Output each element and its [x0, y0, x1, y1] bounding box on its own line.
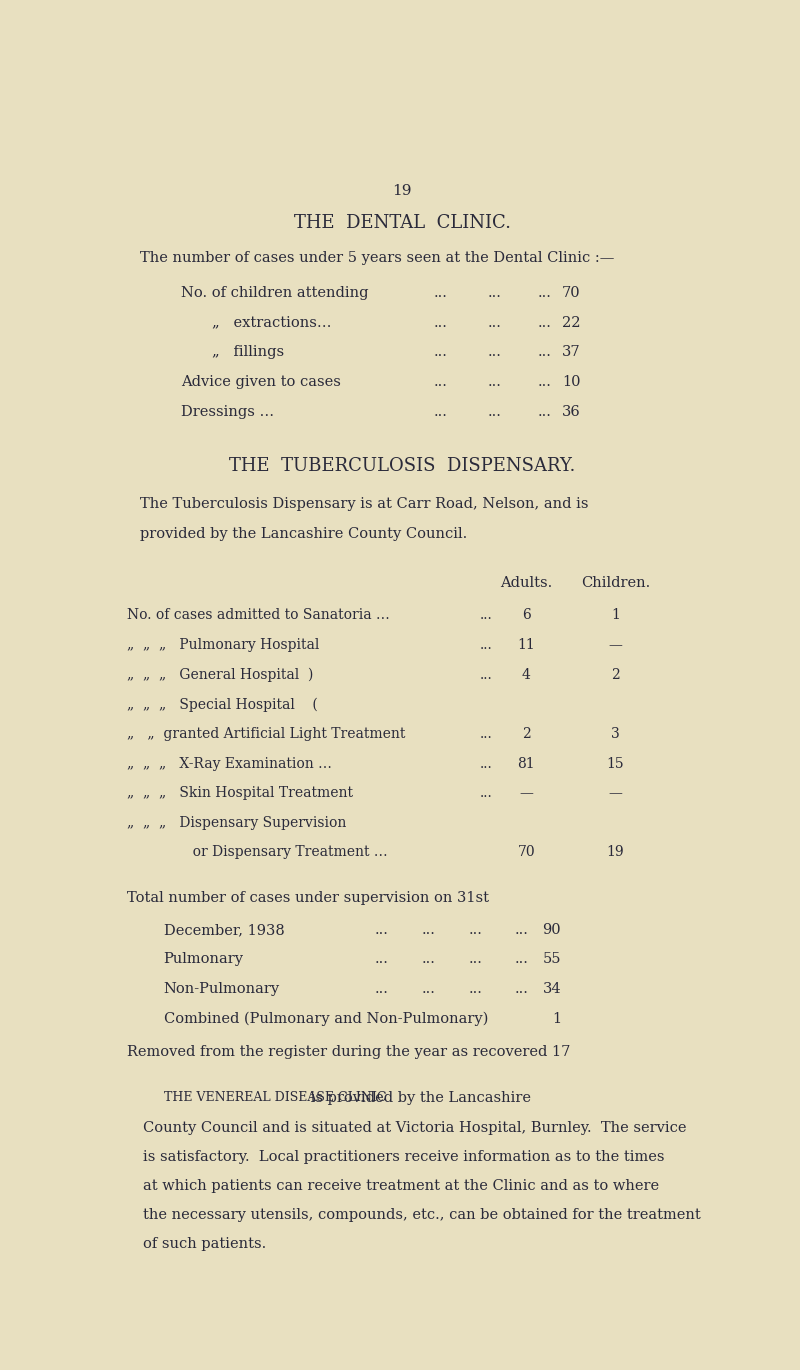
- Text: ...: ...: [422, 982, 435, 996]
- Text: —: —: [519, 786, 533, 800]
- Text: ...: ...: [487, 315, 502, 330]
- Text: 10: 10: [562, 375, 581, 389]
- Text: 55: 55: [542, 952, 561, 966]
- Text: „  „  „   X-Ray Examination …: „ „ „ X-Ray Examination …: [127, 756, 332, 770]
- Text: Dressings …: Dressings …: [182, 404, 274, 419]
- Text: No. of cases admitted to Sanatoria …: No. of cases admitted to Sanatoria …: [127, 608, 390, 622]
- Text: County Council and is situated at Victoria Hospital, Burnley.  The service: County Council and is situated at Victor…: [142, 1121, 686, 1134]
- Text: ...: ...: [434, 375, 447, 389]
- Text: „  „  „   Dispensary Supervision: „ „ „ Dispensary Supervision: [127, 815, 346, 830]
- Text: ...: ...: [375, 952, 389, 966]
- Text: 90: 90: [542, 923, 561, 937]
- Text: ...: ...: [487, 404, 502, 419]
- Text: Children.: Children.: [581, 575, 650, 590]
- Text: or Dispensary Treatment …: or Dispensary Treatment …: [127, 845, 388, 859]
- Text: ...: ...: [487, 286, 502, 300]
- Text: 81: 81: [518, 756, 535, 770]
- Text: 15: 15: [606, 756, 624, 770]
- Text: 6: 6: [522, 608, 530, 622]
- Text: is satisfactory.  Local practitioners receive information as to the times: is satisfactory. Local practitioners rec…: [142, 1149, 664, 1163]
- Text: —: —: [609, 786, 622, 800]
- Text: „  „  „   Skin Hospital Treatment: „ „ „ Skin Hospital Treatment: [127, 786, 353, 800]
- Text: Removed from the register during the year as recovered 17: Removed from the register during the yea…: [127, 1045, 570, 1059]
- Text: ...: ...: [538, 286, 552, 300]
- Text: No. of children attending: No. of children attending: [182, 286, 369, 300]
- Text: 2: 2: [611, 667, 620, 682]
- Text: „  „  „   General Hospital  ): „ „ „ General Hospital ): [127, 667, 314, 682]
- Text: ...: ...: [538, 315, 552, 330]
- Text: ...: ...: [487, 375, 502, 389]
- Text: ...: ...: [434, 404, 447, 419]
- Text: ...: ...: [480, 608, 493, 622]
- Text: ...: ...: [422, 952, 435, 966]
- Text: 1: 1: [611, 608, 620, 622]
- Text: ...: ...: [480, 786, 493, 800]
- Text: is provided by the Lancashire: is provided by the Lancashire: [306, 1092, 531, 1106]
- Text: ...: ...: [434, 286, 447, 300]
- Text: 1: 1: [552, 1012, 561, 1026]
- Text: ...: ...: [468, 923, 482, 937]
- Text: ...: ...: [514, 923, 529, 937]
- Text: ...: ...: [434, 345, 447, 359]
- Text: ...: ...: [514, 982, 529, 996]
- Text: 19: 19: [393, 184, 412, 197]
- Text: provided by the Lancashire County Council.: provided by the Lancashire County Counci…: [140, 527, 467, 541]
- Text: 70: 70: [518, 845, 535, 859]
- Text: THE  TUBERCULOSIS  DISPENSARY.: THE TUBERCULOSIS DISPENSARY.: [229, 458, 575, 475]
- Text: „   fillings: „ fillings: [212, 345, 285, 359]
- Text: the necessary utensils, compounds, etc., can be obtained for the treatment: the necessary utensils, compounds, etc.,…: [142, 1208, 700, 1222]
- Text: 3: 3: [611, 727, 620, 741]
- Text: ...: ...: [514, 952, 529, 966]
- Text: ...: ...: [468, 982, 482, 996]
- Text: 70: 70: [562, 286, 581, 300]
- Text: Combined (Pulmonary and Non-Pulmonary): Combined (Pulmonary and Non-Pulmonary): [163, 1012, 488, 1026]
- Text: Non-Pulmonary: Non-Pulmonary: [163, 982, 280, 996]
- Text: THE  DENTAL  CLINIC.: THE DENTAL CLINIC.: [294, 215, 510, 233]
- Text: 4: 4: [522, 667, 530, 682]
- Text: 2: 2: [522, 727, 530, 741]
- Text: ...: ...: [480, 667, 493, 682]
- Text: Pulmonary: Pulmonary: [163, 952, 243, 966]
- Text: 36: 36: [562, 404, 581, 419]
- Text: —: —: [609, 638, 622, 652]
- Text: ...: ...: [538, 375, 552, 389]
- Text: „   „  granted Artificial Light Treatment: „ „ granted Artificial Light Treatment: [127, 727, 406, 741]
- Text: ...: ...: [434, 315, 447, 330]
- Text: ...: ...: [480, 756, 493, 770]
- Text: ...: ...: [480, 727, 493, 741]
- Text: „   extractions…: „ extractions…: [212, 315, 332, 330]
- Text: December, 1938: December, 1938: [163, 923, 284, 937]
- Text: 11: 11: [518, 638, 535, 652]
- Text: The Tuberculosis Dispensary is at Carr Road, Nelson, and is: The Tuberculosis Dispensary is at Carr R…: [140, 497, 589, 511]
- Text: „  „  „   Pulmonary Hospital: „ „ „ Pulmonary Hospital: [127, 638, 319, 652]
- Text: ...: ...: [487, 345, 502, 359]
- Text: Advice given to cases: Advice given to cases: [182, 375, 342, 389]
- Text: The number of cases under 5 years seen at the Dental Clinic :—: The number of cases under 5 years seen a…: [140, 251, 614, 264]
- Text: „  „  „   Special Hospital    (: „ „ „ Special Hospital (: [127, 697, 318, 711]
- Text: ...: ...: [468, 952, 482, 966]
- Text: ...: ...: [480, 638, 493, 652]
- Text: 37: 37: [562, 345, 581, 359]
- Text: ...: ...: [375, 982, 389, 996]
- Text: THE VENEREAL DISEASE CLINIC: THE VENEREAL DISEASE CLINIC: [163, 1092, 386, 1104]
- Text: ...: ...: [538, 345, 552, 359]
- Text: Total number of cases under supervision on 31st: Total number of cases under supervision …: [127, 890, 489, 904]
- Text: ...: ...: [375, 923, 389, 937]
- Text: at which patients can receive treatment at the Clinic and as to where: at which patients can receive treatment …: [142, 1178, 658, 1193]
- Text: Adults.: Adults.: [500, 575, 552, 590]
- Text: 19: 19: [606, 845, 624, 859]
- Text: ...: ...: [422, 923, 435, 937]
- Text: 34: 34: [542, 982, 561, 996]
- Text: of such patients.: of such patients.: [142, 1237, 266, 1251]
- Text: 22: 22: [562, 315, 581, 330]
- Text: ...: ...: [538, 404, 552, 419]
